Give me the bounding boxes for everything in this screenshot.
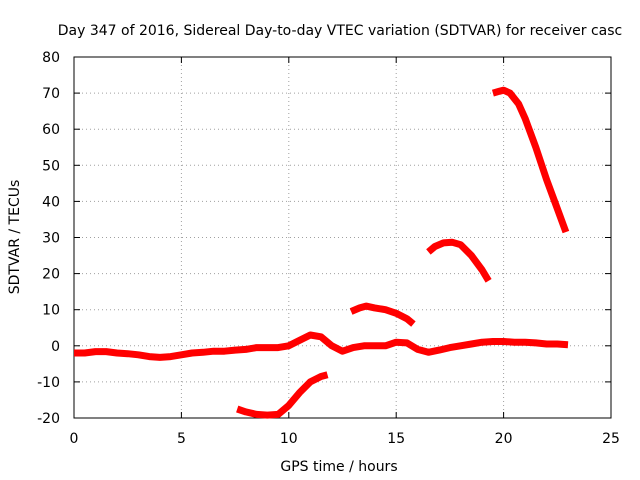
y-tick-label: 0 — [51, 339, 60, 355]
y-tick-label: -10 — [37, 375, 60, 391]
series-group — [74, 86, 570, 419]
series-line-dip — [236, 371, 329, 419]
x-tick-label: 25 — [602, 431, 620, 447]
y-tick-label: 50 — [42, 158, 60, 174]
axis-ticks — [73, 56, 612, 419]
x-tick-label: 0 — [70, 431, 79, 447]
x-axis-label: GPS time / hours — [280, 459, 397, 475]
x-tick-labels: 0 5 10 15 20 25 — [70, 431, 620, 447]
y-tick-label: 10 — [42, 303, 60, 319]
series-line-baseline — [74, 331, 569, 361]
x-tick-label: 20 — [495, 431, 513, 447]
x-tick-label: 5 — [177, 431, 186, 447]
y-tick-label: 60 — [42, 122, 60, 138]
series-line-decline — [491, 86, 570, 234]
y-tick-labels: -20 -10 0 10 20 30 40 50 60 70 80 — [37, 50, 60, 427]
y-tick-label: 80 — [42, 50, 60, 66]
series-line-hump-small — [349, 302, 416, 327]
y-tick-label: 20 — [42, 267, 60, 283]
grid-lines — [74, 57, 611, 418]
y-tick-label: 40 — [42, 194, 60, 210]
y-axis-label: SDTVAR / TECUs — [7, 180, 23, 295]
x-tick-label: 15 — [387, 431, 405, 447]
chart-title: Day 347 of 2016, Sidereal Day-to-day VTE… — [58, 23, 622, 39]
y-tick-label: 70 — [42, 86, 60, 102]
x-tick-label: 10 — [280, 431, 298, 447]
y-tick-label: -20 — [37, 411, 60, 427]
series-line-hump-medium — [426, 238, 492, 283]
y-tick-label: 30 — [42, 231, 60, 247]
